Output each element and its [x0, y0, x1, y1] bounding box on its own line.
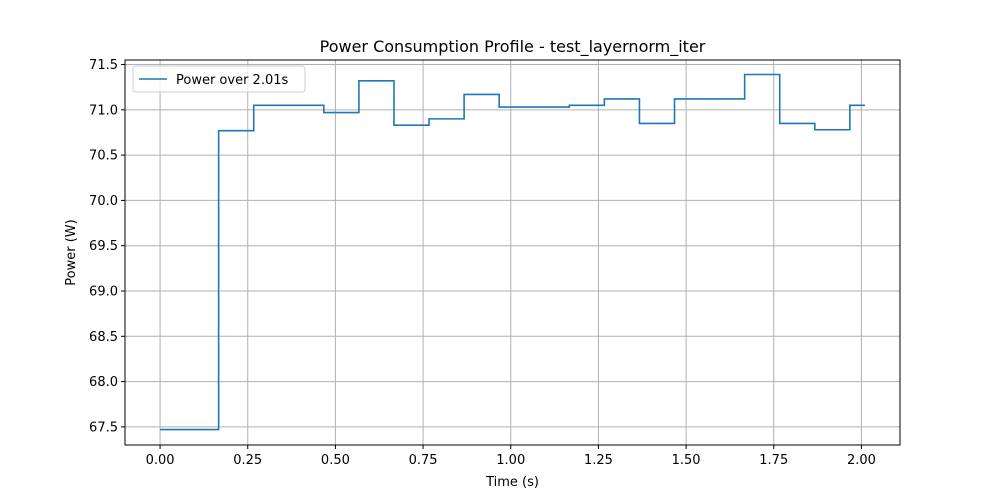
x-tick-label: 2.00	[847, 453, 876, 468]
x-axis-ticks: 0.00 0.25 0.50 0.75 1.00 1.25 1.50 1.75 2.00	[146, 445, 876, 468]
legend-box	[132, 65, 306, 93]
x-tick-label: 0.25	[233, 453, 262, 468]
series-layer	[160, 73, 865, 431]
x-axis-label: Time (s)	[485, 475, 539, 490]
plot-frame	[124, 59, 901, 446]
grid	[125, 60, 900, 445]
series-line-power	[160, 73, 865, 431]
y-tick-label: 68.0	[89, 375, 118, 390]
x-tick-label: 1.50	[672, 453, 701, 468]
x-tick-label: 1.00	[496, 453, 525, 468]
y-tick-label: 70.0	[89, 194, 118, 209]
y-tick-label: 69.5	[89, 239, 118, 254]
y-tick-label: 68.5	[89, 330, 118, 345]
y-tick-label: 67.5	[89, 420, 118, 435]
legend-label: Power over 2.01s	[176, 73, 289, 88]
x-tick-label: 1.75	[759, 453, 788, 468]
y-tick-label: 70.5	[89, 149, 118, 164]
x-tick-label: 0.75	[409, 453, 438, 468]
legend: Power over 2.01s	[132, 65, 306, 93]
y-axis-label: Power (W)	[64, 219, 79, 285]
chart-title: Power Consumption Profile - test_layerno…	[320, 37, 706, 57]
y-axis-ticks: 67.5 68.0 68.5 69.0 69.5 70.0 70.5 71.0 71.5	[89, 58, 125, 435]
x-tick-label: 0.50	[321, 453, 350, 468]
x-tick-label: 0.00	[146, 453, 175, 468]
y-tick-label: 69.0	[89, 285, 118, 300]
x-tick-label: 1.25	[584, 453, 613, 468]
y-tick-label: 71.0	[89, 103, 118, 118]
y-tick-label: 71.5	[89, 58, 118, 73]
